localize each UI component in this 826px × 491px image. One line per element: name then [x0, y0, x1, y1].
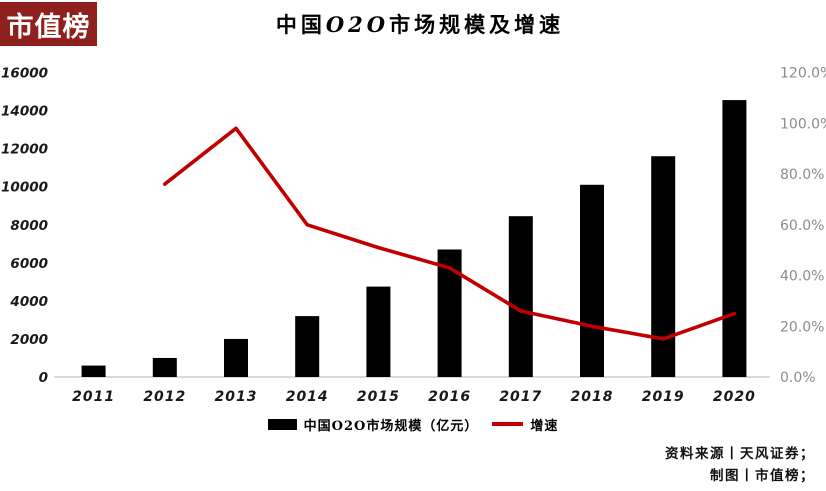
- y-axis-left-tick-label: 8000: [10, 218, 48, 234]
- shizhibang-logo: 市值榜: [0, 2, 97, 46]
- y-axis-right-tick-label: 120.0%: [780, 66, 826, 82]
- y-axis-left-tick-label: 14000: [1, 104, 48, 120]
- x-axis-year-label: 2014: [286, 389, 329, 405]
- credit-line: 制图丨市值榜；: [710, 468, 815, 484]
- y-axis-left-tick-label: 4000: [9, 294, 48, 310]
- x-axis-year-label: 2016: [428, 389, 471, 405]
- market-size-bar: [224, 338, 248, 377]
- title-latin-text: O2O: [325, 12, 390, 37]
- y-axis-left-tick-label: 12000: [1, 142, 48, 158]
- legend-label-market-size: 中国O2O市场规模（亿元）: [303, 418, 479, 434]
- y-axis-left-tick-label: 16000: [1, 66, 48, 82]
- y-axis-left-tick-label: 2000: [10, 332, 48, 348]
- x-axis-year-label: 2011: [72, 389, 115, 405]
- market-size-bar: [508, 216, 533, 377]
- market-size-bar: [366, 286, 391, 377]
- legend-label-growth: 增速: [530, 418, 559, 434]
- chart-legend: 中国O2O市场规模（亿元） 增速: [0, 414, 826, 434]
- data-source-line: 资料来源丨天风证券；: [665, 446, 815, 462]
- y-axis-right-tick-label: 20.0%: [780, 319, 824, 335]
- x-axis-year-label: 2015: [357, 389, 400, 405]
- y-axis-right-tick-label: 60.0%: [780, 218, 824, 234]
- bar-series-swatch: [267, 418, 297, 430]
- y-axis-right-tick-label: 0.0%: [780, 370, 816, 386]
- market-size-bar: [651, 156, 676, 377]
- legend-item-growth: 增速: [492, 415, 558, 434]
- x-axis-year-label: 2019: [642, 389, 685, 405]
- combo-chart: 0 2000 4000 6000 8000 10000 12000 14000 16000 0.0…: [1, 66, 826, 406]
- y-axis-right-tick-label: 100.0%: [780, 116, 826, 132]
- x-axis-year-label: 2012: [143, 389, 186, 405]
- footer-credits: 资料来源丨天风证券； 制图丨市值榜；: [665, 443, 815, 487]
- chart-title: 中国O2O市场规模及增速: [275, 12, 565, 37]
- legend-item-market-size: 中国O2O市场规模（亿元）: [267, 415, 479, 434]
- y-axis-right-tick-label: 80.0%: [780, 167, 824, 183]
- market-size-bar: [295, 316, 320, 377]
- y-axis-left-tick-label: 0: [39, 370, 48, 386]
- x-axis-year-label: 2013: [215, 389, 258, 405]
- y-axis-left-tick-label: 10000: [1, 180, 48, 196]
- market-size-bar: [152, 357, 177, 377]
- x-axis-year-label: 2020: [713, 389, 756, 405]
- market-size-bar: [722, 100, 747, 378]
- market-size-bar: [580, 184, 604, 377]
- growth-rate-line: [163, 126, 737, 341]
- market-size-bar: [81, 365, 106, 377]
- logo-text: 市值榜: [6, 11, 91, 43]
- x-axis-year-label: 2017: [499, 389, 542, 405]
- line-series-swatch: [492, 422, 524, 426]
- y-axis-left-tick-label: 6000: [10, 256, 48, 272]
- y-axis-right-tick-label: 40.0%: [780, 269, 824, 285]
- x-axis-year-label: 2018: [571, 389, 614, 405]
